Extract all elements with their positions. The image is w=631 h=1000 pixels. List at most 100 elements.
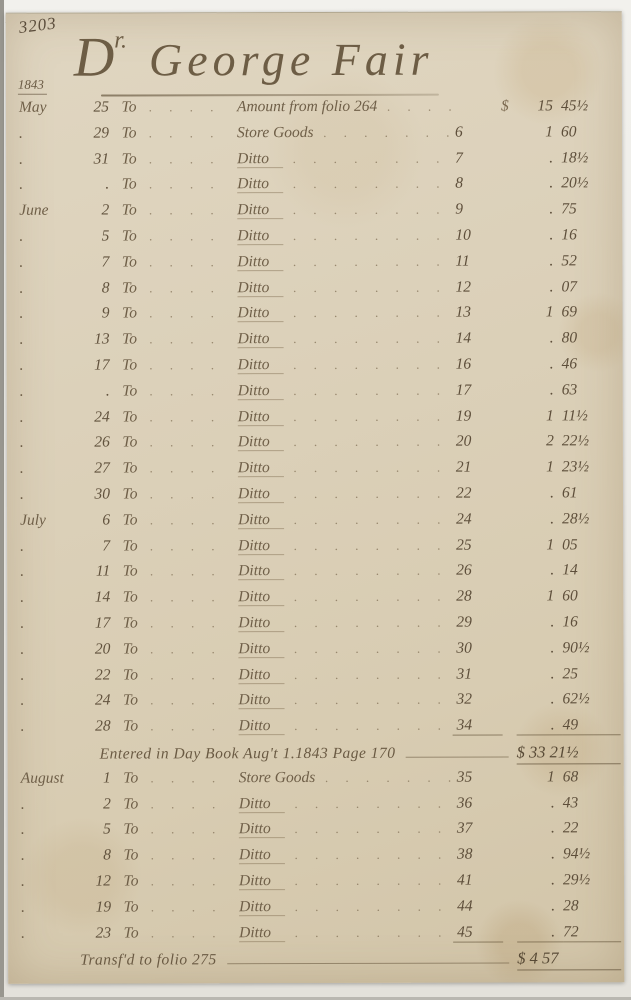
year-label: 1843 [17, 76, 47, 95]
description-text: Ditto [238, 510, 284, 529]
leader-dots: . . . . . . . . . . . . . . . . . . . . … [387, 98, 451, 114]
cents-cell: 94½ [562, 845, 591, 863]
to-cell: To [123, 820, 139, 838]
cents-cell: 45½ [560, 97, 589, 115]
folio-cell: 6 [455, 123, 463, 141]
leader-dots: . . . . . . . . . . . . . . . . . . . . … [294, 872, 453, 888]
page-number: 3203 [17, 13, 58, 38]
cents-cell: 23½ [561, 458, 590, 476]
dollars-cell: 15 [537, 97, 553, 115]
leader-dots: . . . . . . . . . . . . . . . . . . . . … [293, 176, 451, 192]
summary-text: Entered in Day Book Aug't 1.1843 Page 17… [99, 744, 396, 763]
day-cell: 29 [93, 124, 110, 142]
dollars-cell: . [549, 200, 554, 218]
description-text: Store Goods [238, 768, 316, 786]
ledger-row: . 14 To . . . . . . . . . . . . . . . . … [15, 587, 620, 614]
dollars-cell: 1 [546, 458, 554, 476]
day-cell: 19 [95, 898, 112, 916]
leader-dots: . . . . . . . . . . . . . . . . . . . . … [149, 383, 222, 399]
description-cell: Ditto [222, 639, 294, 658]
leader-dots: . . . . . . . . . . . . . . . . . . . . … [149, 434, 222, 450]
folio-cell: 9 [455, 200, 464, 218]
month-cell: . [20, 563, 25, 581]
description-text: Amount from folio 264 [236, 97, 378, 116]
dollars-cell: 1 [546, 587, 555, 605]
ledger-row: . . To . . . . . . . . . . . . . . . . .… [15, 381, 620, 408]
ledger-row: . 20 To . . . . . . . . . . . . . . . . … [15, 639, 620, 666]
description-text: Ditto [238, 691, 285, 710]
leader-dots: . . . . . . . . . . . . . . . . . . . . … [149, 125, 221, 141]
ledger-row: . 19 To . . . . . . . . . . . . . . . . … [16, 897, 621, 924]
day-cell: 5 [101, 227, 110, 245]
ledger-row: . 9 To . . . . . . . . . . . . . . . . .… [14, 304, 619, 331]
dollars-cell: 1 [546, 768, 555, 786]
description-text: Ditto [237, 407, 284, 426]
ledger-row: . 8 To . . . . . . . . . . . . . . . . .… [16, 845, 621, 872]
description-cell: Ditto [223, 897, 295, 916]
description-cell: Ditto [223, 871, 295, 891]
dollars-cell: . [550, 819, 555, 837]
leader-dots: . . . . . . . . . . . . . . . . . . . . … [294, 820, 453, 837]
ledger-row: . 13 To . . . . . . . . . . . . . . . . … [15, 329, 620, 356]
folio-cell: 8 [455, 175, 463, 193]
dollars-cell: . [550, 690, 555, 708]
to-cell: To [121, 279, 137, 297]
ledger-row: . 17 To . . . . . . . . . . . . . . . . … [15, 355, 620, 382]
folio-cell: 34 [452, 716, 503, 736]
cents-cell: 28½ [562, 510, 590, 528]
to-cell: To [121, 227, 137, 245]
to-cell: To [121, 124, 137, 142]
leader-dots: . . . . . . . . . . . . . . . . . . . . … [294, 691, 452, 708]
folio-cell: 38 [456, 845, 473, 863]
cents-cell: 07 [561, 277, 577, 295]
leader-dots: . . . . . . . . . . . . . . . . . . . . … [150, 511, 222, 528]
leader-dots: . . . . . . . . . . . . . . . . . . . . … [149, 486, 222, 502]
day-cell: 14 [94, 588, 111, 606]
day-cell: 25 [93, 98, 109, 116]
day-cell: 31 [93, 150, 110, 168]
summary-row: Entered in Day Book Aug't 1.1843 Page 17… [16, 742, 621, 769]
leader-dots: . . . . . . . . . . . . . . . . . . . . … [149, 279, 222, 296]
description-cell: Ditto [222, 433, 294, 452]
description-text: Ditto [237, 381, 284, 400]
dollars-cell: . [550, 484, 555, 502]
description-cell: Ditto [221, 149, 293, 168]
month-cell: . [19, 434, 24, 452]
dollars-cell: . [551, 845, 555, 863]
day-cell: 2 [101, 201, 110, 219]
ledger-row: . 28 To . . . . . . . . . . . . . . . . … [16, 716, 621, 743]
month-cell: . [20, 666, 25, 684]
folio-cell: 12 [455, 278, 471, 296]
to-cell: To [123, 794, 139, 813]
description-cell: Store Goods [221, 124, 324, 142]
description-cell: Ditto [221, 278, 293, 297]
leader-dots: . . . . . . . . . . . . . . . . . . . . … [294, 924, 453, 940]
currency-mark: $ [500, 97, 509, 115]
to-cell: To [121, 98, 137, 116]
leader-dots: . . . . . . . . . . . . . . . . . . . . … [293, 537, 452, 553]
folio-cell: 21 [455, 458, 472, 476]
day-cell: 8 [101, 279, 110, 297]
description-text: Ditto [237, 485, 284, 504]
month-cell: . [20, 717, 25, 735]
ledger-row: . 23 To . . . . . . . . . . . . . . . . … [16, 922, 622, 950]
dollars-cell: 1 [546, 535, 555, 553]
ledger-row: . 30 To . . . . . . . . . . . . . . . . … [15, 484, 620, 511]
ledger-row: . 24 To . . . . . . . . . . . . . . . . … [15, 407, 620, 434]
to-cell: To [123, 898, 139, 916]
month-cell: . [19, 356, 24, 374]
cents-cell: 46 [561, 355, 578, 373]
folio-cell: 25 [456, 536, 472, 554]
debit-superscript: r. [114, 27, 127, 54]
description-text: Ditto [237, 330, 284, 349]
ledger-row: . 24 To . . . . . . . . . . . . . . . . … [16, 691, 621, 718]
folio-cell: 24 [456, 510, 472, 528]
leader-dots: . . . . . . . . . . . . . . . . . . . . … [323, 124, 452, 140]
photo-edge-bottom [0, 997, 631, 1000]
leader-dots: . . . . . . . . . . . . . . . . . . . . … [150, 873, 223, 889]
dollars-cell: . [551, 871, 556, 889]
description-text: Ditto [238, 794, 285, 813]
day-cell: 23 [95, 924, 112, 942]
leader-dots: . . . . . . . . . . . . . . . . . . . . … [294, 795, 453, 811]
to-cell: To [122, 382, 138, 400]
